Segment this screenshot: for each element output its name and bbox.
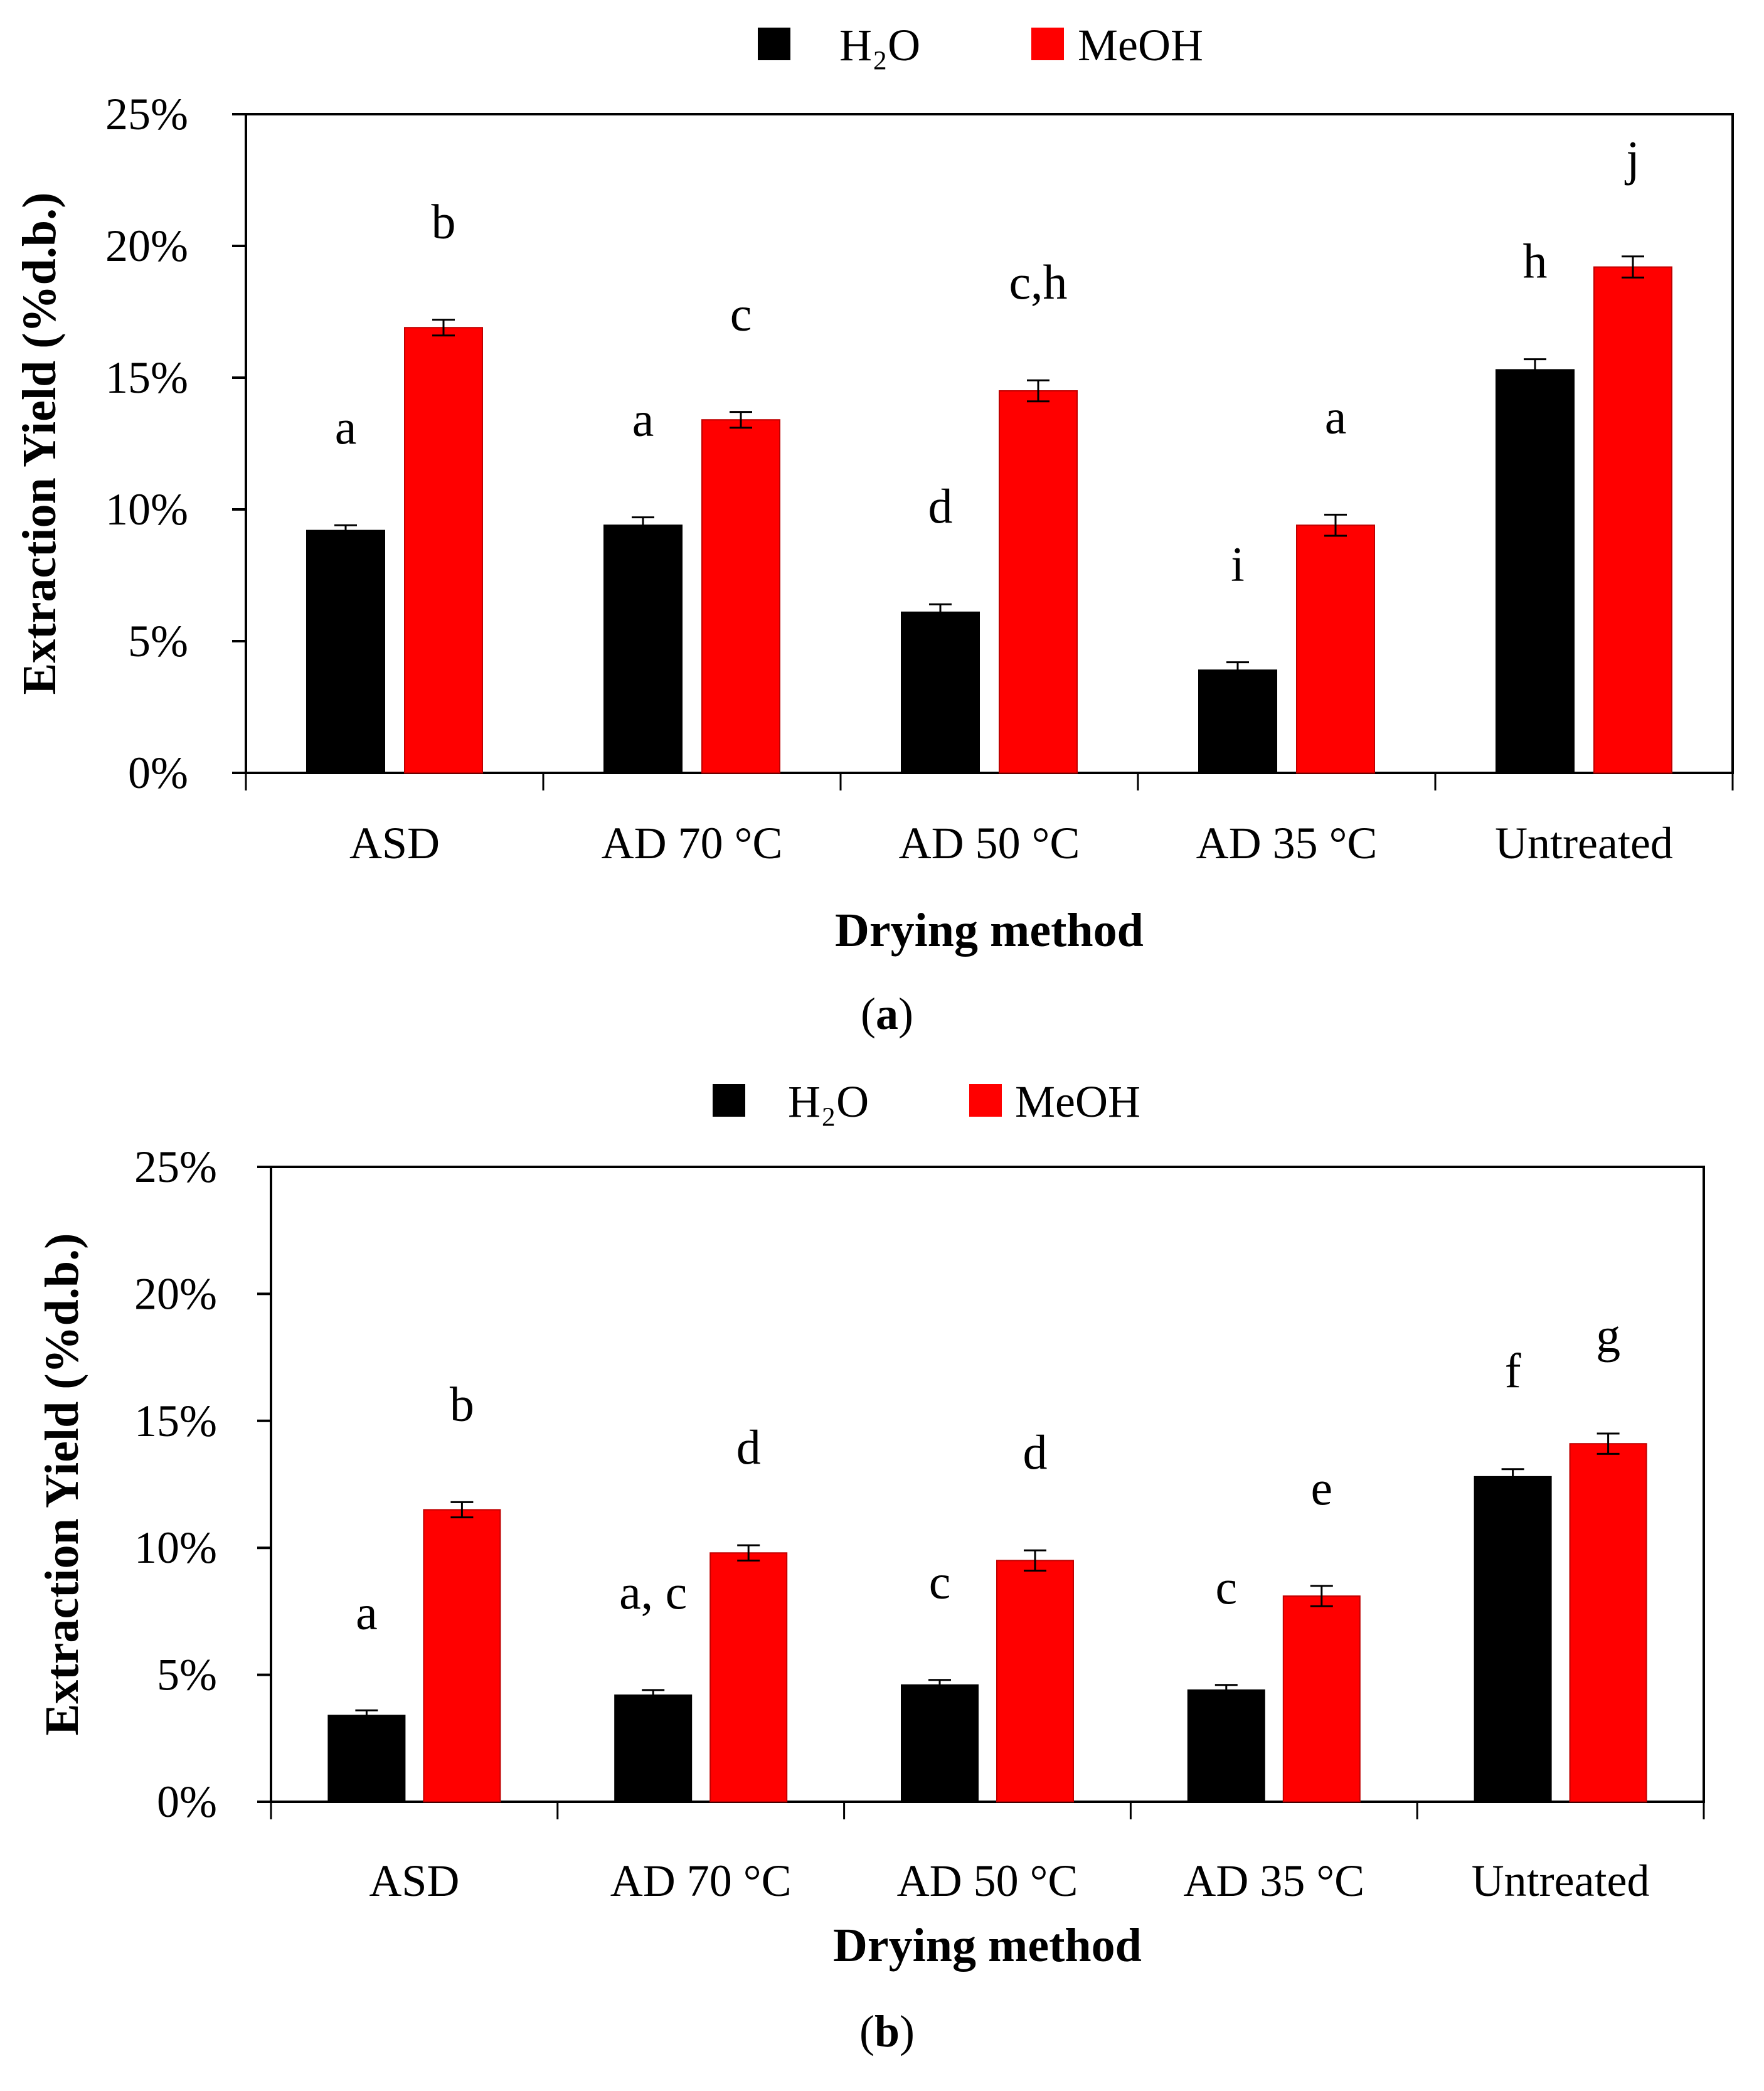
panel-label-open: ( (861, 989, 876, 1039)
x-category-label: AD 70 °C (610, 1856, 792, 1906)
h2o-bar (1198, 669, 1277, 774)
meoh-bar (1569, 1443, 1647, 1802)
y-tick-label: 20% (134, 1269, 217, 1319)
significance-letter: a (1325, 389, 1347, 444)
x-axis-title: Drying method (833, 1919, 1142, 1972)
meoh-bar (1593, 266, 1672, 774)
h2o-bar (901, 611, 980, 774)
meoh-bar (1282, 1595, 1361, 1803)
x-category-label: AD 35 °C (1183, 1856, 1364, 1906)
y-tick-label: 20% (105, 221, 188, 271)
panel-b: 0% 5% 10% 15% 20% 25% ASD a b AD 70 °C a, c d AD 50 … (36, 1077, 1705, 2056)
panel-label-letter: a (876, 989, 898, 1039)
legend-meoh-swatch (969, 1084, 1002, 1117)
panel-a: 0% 5% 10% 15% 20% 25% ASD a b AD 70 °C a c AD 50 °C d… (13, 20, 1734, 1039)
x-category-label: AD 50 °C (897, 1856, 1078, 1906)
x-category-label: AD 70 °C (602, 818, 783, 868)
significance-letter: a, c (619, 1565, 687, 1619)
significance-letter: a (356, 1585, 378, 1639)
legend-h2o-label: H₂O (788, 1077, 869, 1127)
plot-frame (245, 113, 1734, 774)
plot-frame (270, 1166, 1705, 1803)
x-category-label: Untreated (1495, 818, 1673, 868)
panel-label-open: ( (859, 2006, 874, 2056)
significance-letter: c (929, 1555, 951, 1609)
significance-letter: d (928, 479, 953, 533)
h2o-bar (1187, 1689, 1265, 1802)
meoh-bar (701, 419, 780, 774)
significance-letter: c,h (1009, 255, 1067, 309)
x-category-label: Untreated (1472, 1856, 1650, 1906)
significance-letter: d (1023, 1425, 1048, 1479)
panel-label-close: ) (900, 2006, 915, 2056)
significance-letter: d (736, 1420, 761, 1474)
legend-meoh-label: MeOH (1015, 1077, 1140, 1127)
meoh-bar (996, 1560, 1074, 1802)
significance-letter: c (730, 287, 752, 341)
h2o-bar (1496, 369, 1575, 774)
x-category-label: ASD (369, 1856, 459, 1906)
legend-meoh-swatch (1031, 28, 1064, 60)
legend-h2o-swatch (758, 28, 790, 60)
y-tick-label: 5% (128, 616, 188, 666)
legend-h2o-label: H₂O (839, 20, 920, 70)
x-category-label: AD 35 °C (1196, 818, 1378, 868)
panel-label: (a) (861, 989, 913, 1039)
significance-letter: j (1624, 131, 1640, 186)
y-tick-label: 0% (157, 1777, 217, 1827)
x-axis-title: Drying method (835, 904, 1144, 957)
h2o-bar (614, 1694, 693, 1802)
significance-letter: a (632, 392, 654, 447)
y-tick-label: 15% (105, 353, 188, 403)
meoh-bar (423, 1509, 501, 1802)
significance-letter: i (1231, 537, 1245, 592)
meoh-bar (1296, 524, 1375, 774)
h2o-bar (901, 1684, 979, 1802)
meoh-bar (709, 1552, 788, 1802)
meoh-bar (999, 390, 1078, 774)
h2o-bar (327, 1715, 406, 1802)
y-tick-label: 5% (157, 1650, 217, 1700)
x-category-label: AD 50 °C (899, 818, 1080, 868)
y-tick-label: 0% (128, 748, 188, 798)
x-category-label: ASD (349, 818, 440, 868)
y-tick-label: 10% (134, 1523, 217, 1573)
significance-letter: f (1505, 1344, 1521, 1398)
significance-letter: b (450, 1376, 474, 1431)
meoh-bar (404, 327, 483, 774)
panel-label-letter: b (874, 2006, 900, 2056)
y-tick-label: 25% (134, 1142, 217, 1192)
legend-meoh-label: MeOH (1078, 20, 1203, 70)
significance-letter: h (1523, 234, 1548, 289)
panel-label: (b) (859, 2006, 915, 2056)
legend-h2o-swatch (713, 1084, 745, 1117)
h2o-bar (603, 524, 683, 774)
significance-letter: g (1596, 1308, 1620, 1363)
h2o-bar (1474, 1476, 1552, 1802)
y-tick-label: 15% (134, 1396, 217, 1446)
significance-letter: e (1310, 1461, 1332, 1515)
significance-letter: a (335, 400, 357, 454)
significance-letter: c (1215, 1560, 1237, 1614)
panel-label-close: ) (898, 989, 913, 1039)
h2o-bar (306, 529, 385, 774)
y-axis-title: Extraction Yield (%d.b.) (36, 1233, 88, 1736)
y-tick-label: 25% (105, 89, 188, 139)
y-axis-title: Extraction Yield (%d.b.) (13, 193, 66, 695)
y-tick-label: 10% (105, 484, 188, 535)
significance-letter: b (432, 194, 456, 249)
